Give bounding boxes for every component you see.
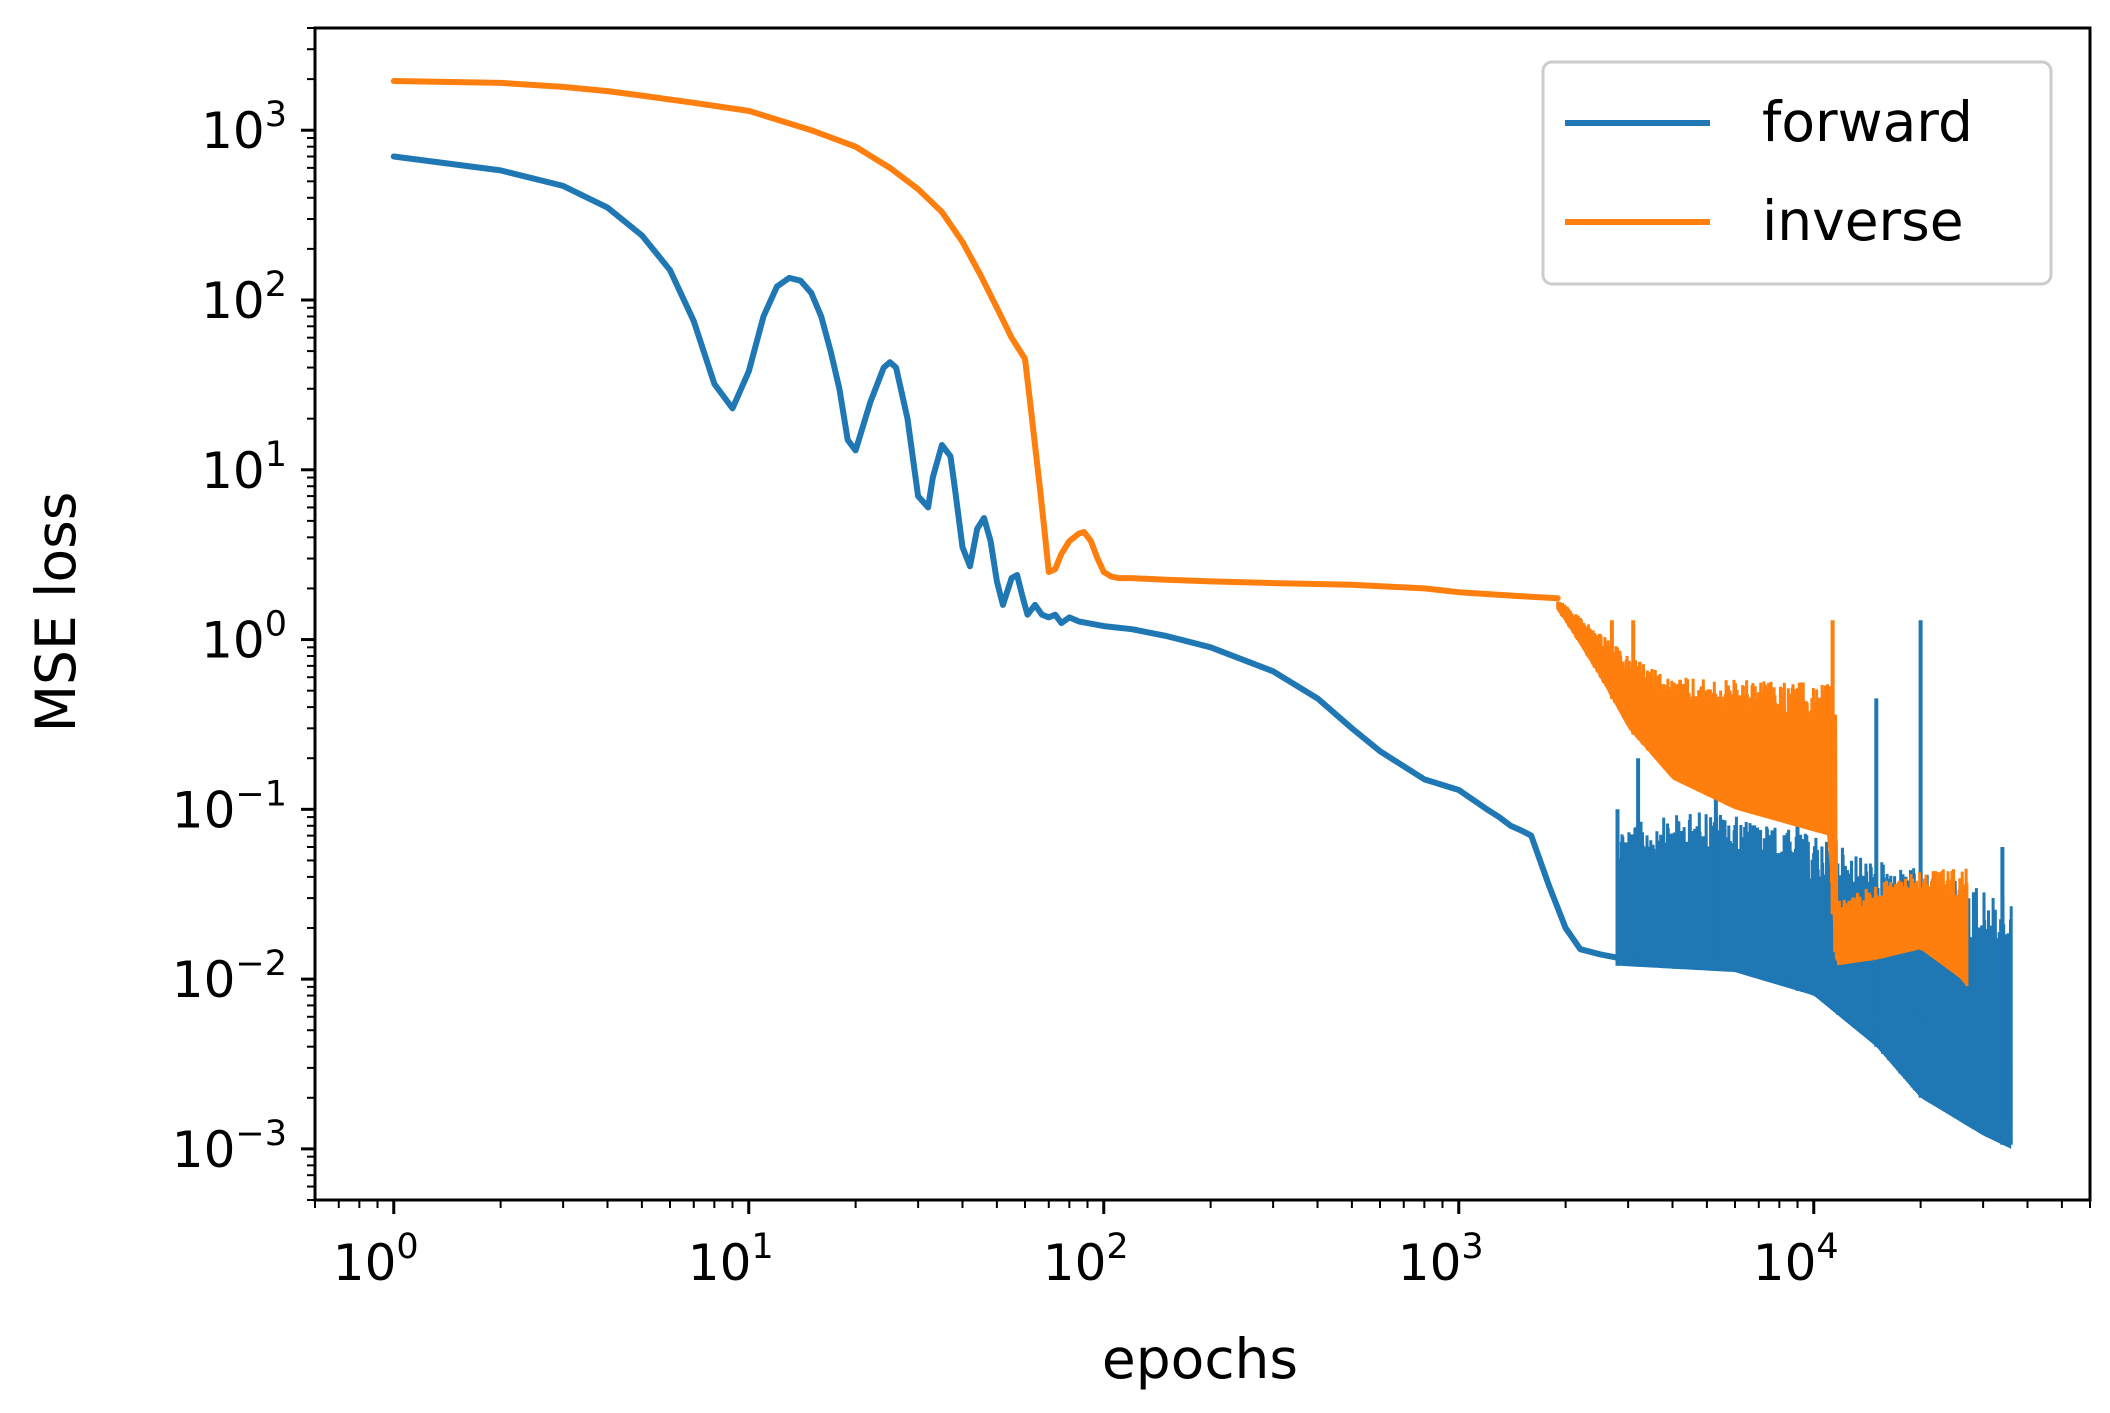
y-tick-label: 100 [201, 605, 287, 670]
axes-frame [313, 26, 2092, 1202]
series-inverse [390, 78, 1561, 602]
y-tick-label: 101 [201, 435, 287, 500]
ticks: 100 101 102 103 104 103 102 101 100 10−1 10−2 10−3 [172, 27, 2091, 1292]
noise-band-inverse [1556, 601, 1969, 987]
envelope-inverse [1557, 605, 1967, 987]
x-tick-label: 102 [1043, 1227, 1129, 1292]
y-tick-label: 10−1 [172, 774, 287, 839]
y-tick-label: 10−2 [172, 944, 287, 1009]
x-tick-label: 103 [1398, 1227, 1484, 1292]
y-tick-label: 10−3 [172, 1114, 287, 1179]
legend-inverse-label: inverse [1762, 189, 1964, 253]
envelope-forward [1617, 914, 2012, 1149]
series-lines [390, 78, 2010, 1139]
y-tick-label: 102 [201, 265, 287, 330]
legend: forward inverse [1541, 60, 2053, 286]
x-tick-label: 101 [688, 1227, 774, 1292]
legend-box [1541, 60, 2053, 286]
x-axis-label: epochs [1102, 1327, 1298, 1391]
noise-band-forward [1615, 620, 2013, 1149]
line-inverse [390, 78, 1561, 602]
legend-forward-label: forward [1762, 90, 1973, 154]
x-tick-label: 104 [1753, 1227, 1839, 1292]
series-forward [390, 153, 2010, 1139]
oscillation-inverse [1556, 601, 1969, 987]
line-forward [390, 153, 2010, 1139]
y-tick-label: 103 [201, 95, 287, 160]
oscillation-forward [1616, 812, 2013, 1145]
noise-bands [1556, 601, 2013, 1149]
axes [313, 26, 2092, 1202]
x-tick-label: 100 [333, 1227, 419, 1292]
y-axis-label: MSE loss [24, 492, 88, 733]
